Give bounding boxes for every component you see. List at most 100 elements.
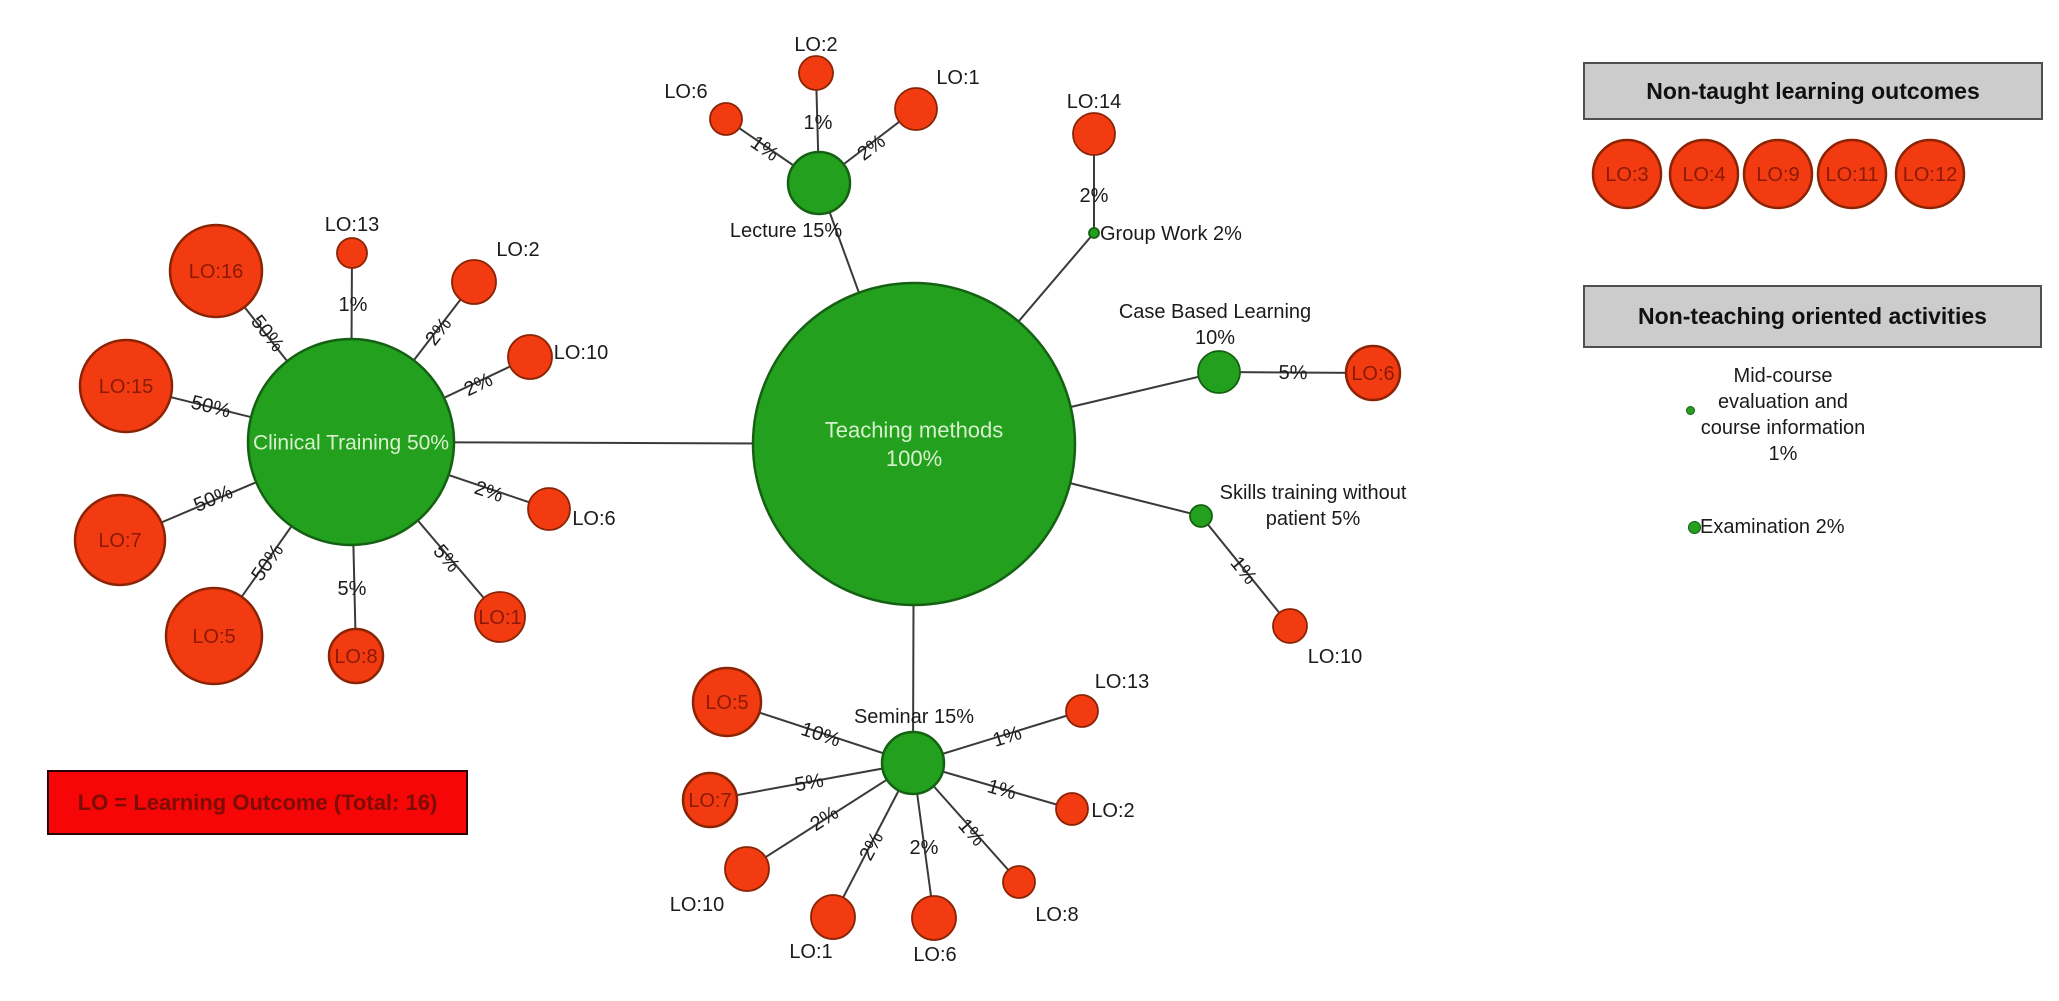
node-m1-label: LO:1 xyxy=(789,941,832,963)
node-r11-circle xyxy=(1816,138,1888,210)
non-taught-header: Non-taught learning outcomes xyxy=(1583,62,2043,120)
node-m2-circle xyxy=(1055,792,1089,826)
node-l1-label: LO:1 xyxy=(936,67,979,89)
node-c2-circle xyxy=(451,259,497,305)
midcourse-line-1: Mid-course xyxy=(1733,365,1833,387)
edge-label-seminar-m10: 2% xyxy=(806,802,842,836)
non-teaching-header: Non-teaching oriented activities xyxy=(1583,285,2042,348)
midcourse-line-3: course information xyxy=(1700,417,1866,439)
midcourse-note: Mid-course evaluation and course informa… xyxy=(1683,363,1883,467)
edge-skills-s10 xyxy=(1200,515,1291,627)
node-skills-circle xyxy=(1189,504,1213,528)
edge-label-clinical-c6: 2% xyxy=(471,477,506,507)
node-c13-label: LO:13 xyxy=(325,214,379,236)
node-c15-circle xyxy=(78,338,174,434)
node-c5-label: LO:5 xyxy=(192,626,235,648)
non-taught-header-label: Non-taught learning outcomes xyxy=(1646,77,1980,104)
node-clinical-label: Clinical Training 50% xyxy=(253,431,449,454)
node-c7-label: LO:7 xyxy=(98,530,141,552)
node-l6-circle xyxy=(709,102,743,136)
edge-label-lecture-l1: 2% xyxy=(853,130,889,165)
node-r4-circle xyxy=(1668,138,1740,210)
node-groupwork-circle xyxy=(1088,227,1100,239)
node-r3-label: LO:3 xyxy=(1605,164,1648,186)
node-m5-circle xyxy=(691,666,763,738)
edge-seminar-m10 xyxy=(746,762,914,870)
edge-label-seminar-m13: 1% xyxy=(990,722,1024,752)
midcourse-dot-icon xyxy=(1686,406,1695,415)
node-cb6-label: LO:6 xyxy=(1351,363,1394,385)
node-m2-label: LO:2 xyxy=(1091,800,1134,822)
node-c7-circle xyxy=(73,493,167,587)
edge-label-clinical-c10: 2% xyxy=(461,369,497,401)
node-teaching-label: Teaching methods 100% xyxy=(825,418,1004,471)
node-r9-circle xyxy=(1742,138,1814,210)
midcourse-line-2: evaluation and xyxy=(1717,391,1849,413)
non-teaching-header-label: Non-teaching oriented activities xyxy=(1638,303,1987,329)
node-c10-circle xyxy=(507,334,553,380)
edge-label-seminar-m1: 2% xyxy=(855,828,888,864)
node-c8-label: LO:8 xyxy=(334,646,377,668)
node-s10-label: LO:10 xyxy=(1308,646,1362,668)
node-groupwork-label: Group Work 2% xyxy=(1100,223,1242,245)
edge-label-clinical-c8: 5% xyxy=(338,578,367,600)
edge-label-casebased-cb6: 5% xyxy=(1278,362,1307,384)
node-seminar-circle xyxy=(880,730,946,796)
node-seminar-label: Seminar 15% xyxy=(854,706,974,728)
node-c2-label: LO:2 xyxy=(496,239,539,261)
edge-label-clinical-c15: 50% xyxy=(189,391,233,422)
node-g14-circle xyxy=(1072,112,1116,156)
node-m6-label: LO:6 xyxy=(913,944,956,966)
node-r9-label: LO:9 xyxy=(1756,164,1799,186)
node-c6-circle xyxy=(527,487,571,531)
node-m10-label: LO:10 xyxy=(670,894,724,916)
examination-label: Examination 2% xyxy=(1700,516,1845,538)
node-c10-label: LO:10 xyxy=(554,342,608,364)
node-c15-label: LO:15 xyxy=(99,376,153,398)
edge-label-clinical-c1: 5% xyxy=(428,541,464,577)
edge-label-seminar-m6: 2% xyxy=(910,837,939,859)
node-m7-label: LO:7 xyxy=(688,790,731,812)
node-c8-circle xyxy=(327,627,385,685)
node-m13-circle xyxy=(1065,694,1099,728)
edge-seminar-m7 xyxy=(709,762,914,801)
examination-dot-icon xyxy=(1688,521,1701,534)
edge-label-lecture-l2: 1% xyxy=(804,112,833,134)
edge-label-clinical-c13: 1% xyxy=(339,294,368,316)
node-c13-circle xyxy=(336,237,368,269)
edge-label-seminar-m7: 5% xyxy=(793,770,826,797)
node-c1-label: LO:1 xyxy=(478,607,521,629)
node-r11-label: LO:11 xyxy=(1826,164,1879,186)
node-r3-circle xyxy=(1591,138,1663,210)
node-r12-label: LO:12 xyxy=(1903,164,1957,186)
edge-label-groupwork-g14: 2% xyxy=(1080,185,1109,207)
node-m6-circle xyxy=(911,895,957,941)
node-c16-circle xyxy=(168,223,264,319)
node-m8-circle xyxy=(1002,865,1036,899)
node-m10-circle xyxy=(724,846,770,892)
node-m13-label: LO:13 xyxy=(1095,671,1149,693)
node-skills-label: Skills training without patient 5% xyxy=(1220,482,1407,530)
edge-label-seminar-m5: 10% xyxy=(798,718,843,751)
node-c6-label: LO:6 xyxy=(572,508,615,530)
edge-label-seminar-m2: 1% xyxy=(985,775,1019,804)
midcourse-line-4: 1% xyxy=(1768,443,1798,465)
legend-box: LO = Learning Outcome (Total: 16) xyxy=(47,770,468,835)
node-teaching-circle xyxy=(751,281,1077,607)
node-m7-circle xyxy=(681,771,739,829)
node-casebased-circle xyxy=(1197,350,1241,394)
node-r12-circle xyxy=(1894,138,1966,210)
node-c1-circle xyxy=(474,591,526,643)
node-r4-label: LO:4 xyxy=(1682,164,1725,186)
node-m5-label: LO:5 xyxy=(705,692,748,714)
node-cb6-circle xyxy=(1344,344,1402,402)
node-clinical-circle xyxy=(246,337,456,547)
node-m1-circle xyxy=(810,894,856,940)
node-casebased-label: Case Based Learning 10% xyxy=(1119,301,1311,349)
node-c5-circle xyxy=(164,586,264,686)
node-l2-circle xyxy=(798,55,834,91)
edge-label-clinical-c7: 50% xyxy=(191,481,237,517)
node-m8-label: LO:8 xyxy=(1035,904,1078,926)
